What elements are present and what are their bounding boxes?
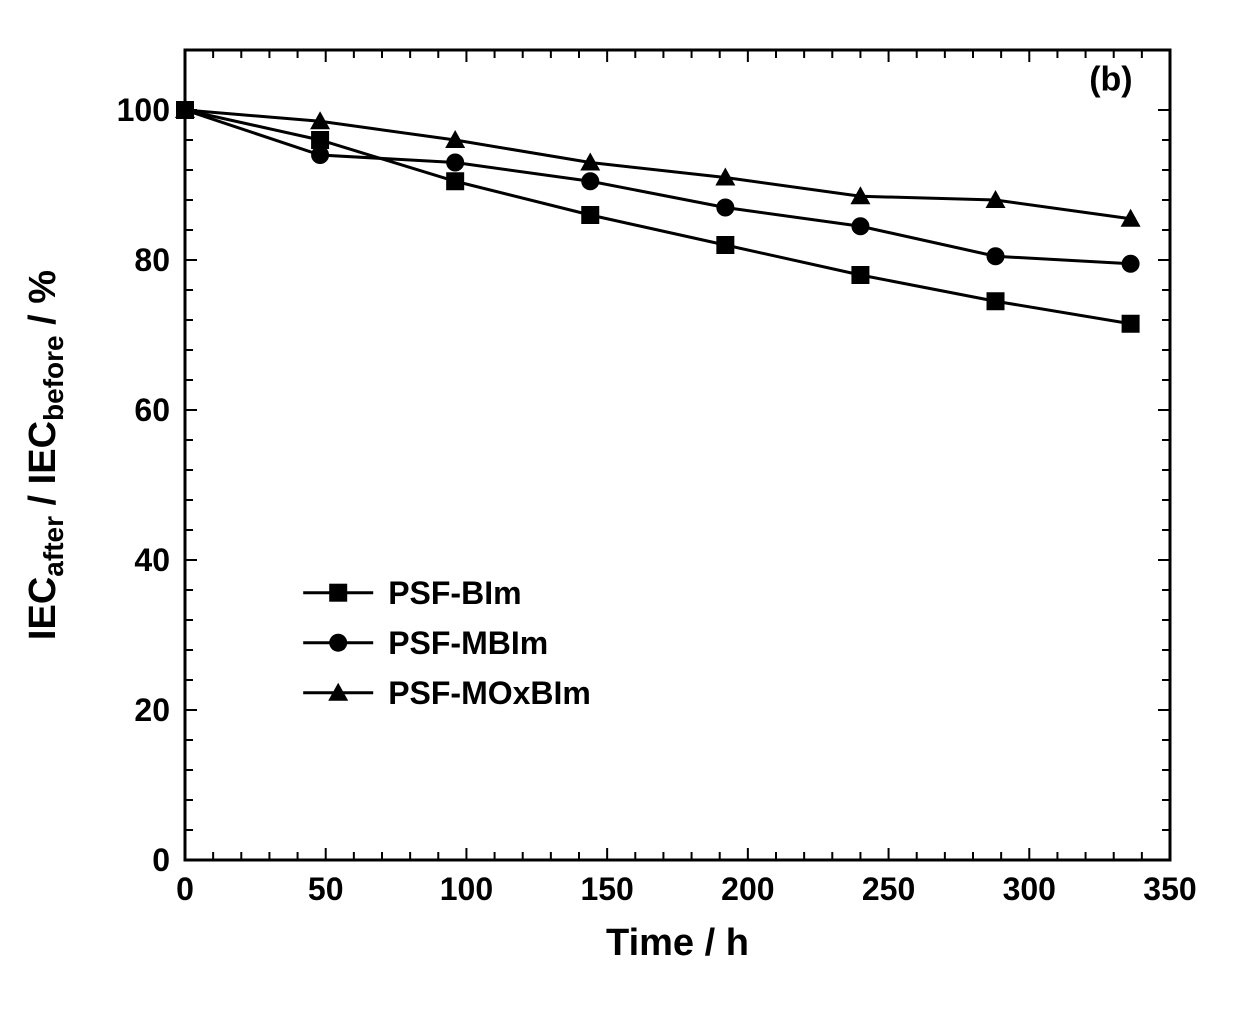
x-tick-label: 150 [580,871,633,907]
x-axis-label: Time / h [606,922,749,964]
y-tick-label: 80 [134,242,170,278]
x-tick-label: 50 [308,871,344,907]
x-tick-label: 300 [1003,871,1056,907]
legend-label: PSF-MOxBIm [388,675,591,711]
x-tick-label: 100 [440,871,493,907]
y-tick-label: 40 [134,542,170,578]
x-tick-label: 200 [721,871,774,907]
y-tick-label: 60 [134,392,170,428]
y-tick-label: 0 [152,842,170,878]
chart-svg: 0 50 100 150 200 250 300 350 0 20 40 60 80 100 Time / … [0,0,1240,1015]
y-tick-label: 100 [117,92,170,128]
x-tick-label: 350 [1143,871,1196,907]
chart-container: 0 50 100 150 200 250 300 350 0 20 40 60 80 100 Time / … [0,0,1240,1015]
x-tick-label: 250 [862,871,915,907]
legend-label: PSF-BIm [388,575,521,611]
legend-label: PSF-MBIm [388,625,548,661]
y-tick-label: 20 [134,692,170,728]
x-tick-label: 0 [176,871,194,907]
panel-label: (b) [1089,61,1132,99]
y-axis-label: IECafter / IECbefore / % [22,270,69,640]
